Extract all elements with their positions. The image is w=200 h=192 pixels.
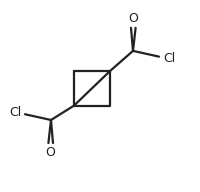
Text: Cl: Cl <box>163 52 175 65</box>
Text: Cl: Cl <box>9 106 21 119</box>
Text: O: O <box>128 12 138 25</box>
Text: O: O <box>46 146 56 159</box>
